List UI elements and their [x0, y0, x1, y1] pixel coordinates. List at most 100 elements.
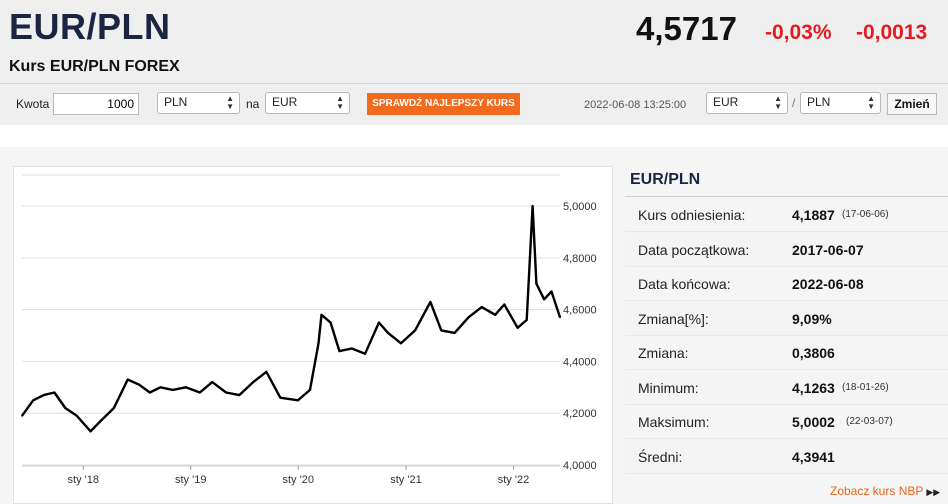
to-currency-select[interactable]: EUR ▲ ▼: [265, 92, 350, 114]
y-tick-label: 4,4000: [563, 356, 597, 368]
data-point: [320, 313, 323, 316]
data-point: [378, 321, 380, 324]
data-point: [238, 394, 241, 396]
info-row-value: 5,0002: [792, 414, 835, 430]
info-row-label: Minimum:: [638, 379, 699, 396]
data-point: [64, 407, 67, 409]
y-tick-label: 4,8000: [563, 253, 597, 265]
data-point: [184, 386, 187, 389]
check-best-rate-button[interactable]: SPRAWDŹ NAJLEPSZY KURS: [367, 93, 520, 115]
info-row-label: Kurs odniesienia:: [638, 207, 746, 223]
y-tick-label: 5,0000: [563, 201, 597, 213]
data-point: [550, 290, 553, 293]
data-point: [211, 381, 214, 383]
y-tick-label: 4,6000: [563, 305, 597, 317]
info-row: Zmiana: 0,3806: [625, 336, 948, 370]
data-point: [75, 414, 78, 417]
pair-slash: /: [792, 96, 796, 110]
info-row: Maksimum: 5,0002 (22-03-07): [625, 405, 948, 439]
info-title-divider: [625, 196, 948, 197]
data-point: [148, 391, 151, 394]
data-point: [364, 352, 366, 355]
data-point: [535, 282, 538, 285]
data-point: [350, 347, 353, 350]
info-row-label: Zmiana[%]:: [638, 310, 709, 327]
data-point: [113, 407, 115, 409]
amount-input[interactable]: [53, 93, 139, 115]
data-point: [309, 389, 311, 391]
pair-base-value: EUR: [713, 95, 739, 109]
info-row: Data początkowa: 2017-06-07: [625, 232, 948, 267]
data-point: [480, 306, 483, 308]
info-row-value: 4,3941: [792, 448, 835, 465]
data-point: [89, 430, 92, 433]
data-point: [42, 394, 45, 396]
select-arrows-icon: ▲ ▼: [867, 94, 875, 111]
data-point: [338, 350, 341, 352]
data-point: [126, 378, 129, 381]
from-currency-select[interactable]: PLN ▲ ▼: [157, 92, 240, 114]
info-row-date: (17-06-06): [842, 209, 889, 220]
data-point: [440, 329, 443, 332]
nbp-link-label: Zobacz kurs NBP: [830, 484, 924, 498]
rate-chart[interactable]: 5,0000 4,8000 4,6000 4,4000 4,2000 4,0000 sty …: [13, 166, 613, 504]
y-tick-label: 4,0000: [563, 460, 597, 472]
data-point: [400, 342, 402, 345]
header-bar: EUR/PLN Kurs EUR/PLN FOREX 4,5717 -0,03%…: [0, 0, 948, 125]
data-point: [525, 319, 528, 321]
info-row-label: Data końcowa:: [638, 276, 731, 292]
y-tick-label: 4,2000: [563, 408, 597, 420]
na-label: na: [246, 97, 260, 111]
pair-base-select[interactable]: EUR ▲ ▼: [706, 92, 788, 114]
data-point: [199, 391, 201, 394]
double-chevron-right-icon: ▶▶: [926, 487, 941, 497]
info-row-date: (22-03-07): [846, 416, 893, 427]
data-point: [279, 396, 282, 399]
data-point: [467, 316, 470, 319]
info-row-label: Zmiana:: [638, 345, 689, 361]
data-point: [138, 383, 141, 386]
nbp-link[interactable]: Zobacz kurs NBP ▶▶: [830, 484, 940, 498]
data-point: [531, 205, 534, 207]
change-pair-button[interactable]: Zmień: [887, 93, 937, 115]
pair-quote-value: PLN: [807, 95, 831, 109]
data-point: [252, 381, 255, 383]
info-row-value: 0,3806: [792, 345, 835, 361]
info-panel: EUR/PLN: [625, 161, 948, 471]
info-row: Kurs odniesienia: 4,1887 (17-06-06): [625, 198, 948, 232]
info-row-date: (18-01-26): [842, 381, 889, 393]
select-arrows-icon: ▲ ▼: [226, 94, 234, 111]
info-row-value: 4,1263: [792, 379, 835, 396]
data-point: [317, 342, 320, 345]
change-percent: -0,03%: [765, 21, 832, 44]
data-point: [543, 298, 545, 301]
header-divider: [0, 83, 948, 84]
change-absolute: -0,0013: [856, 21, 928, 44]
data-point: [225, 391, 228, 394]
info-row-value: 9,09%: [792, 310, 832, 327]
info-row: Średni: 4,3941: [625, 439, 948, 474]
info-row-value: 2017-06-07: [792, 241, 864, 258]
current-rate: 4,5717: [636, 10, 737, 47]
data-point: [53, 391, 56, 394]
x-tick-label: sty '21: [390, 474, 421, 486]
data-point: [265, 370, 268, 373]
data-point: [387, 332, 389, 334]
info-row-value: 2022-06-08: [792, 276, 864, 292]
info-row-label: Maksimum:: [638, 414, 710, 430]
data-point: [329, 321, 332, 324]
data-point: [503, 303, 506, 306]
pair-quote-select[interactable]: PLN ▲ ▼: [800, 92, 881, 114]
amount-label: Kwota: [16, 97, 50, 111]
info-row-label: Średni:: [638, 448, 683, 465]
info-row: Zmiana[%]: 9,09%: [625, 301, 948, 336]
x-tick-label: sty '22: [498, 474, 529, 486]
data-point: [99, 420, 102, 422]
from-currency-value: PLN: [164, 95, 188, 109]
x-tick-label: sty '20: [282, 474, 313, 486]
data-point: [516, 326, 519, 329]
info-title: EUR/PLN: [630, 171, 701, 188]
to-currency-value: EUR: [272, 95, 298, 109]
data-point: [494, 313, 497, 316]
info-row-value: 4,1887: [792, 207, 835, 223]
